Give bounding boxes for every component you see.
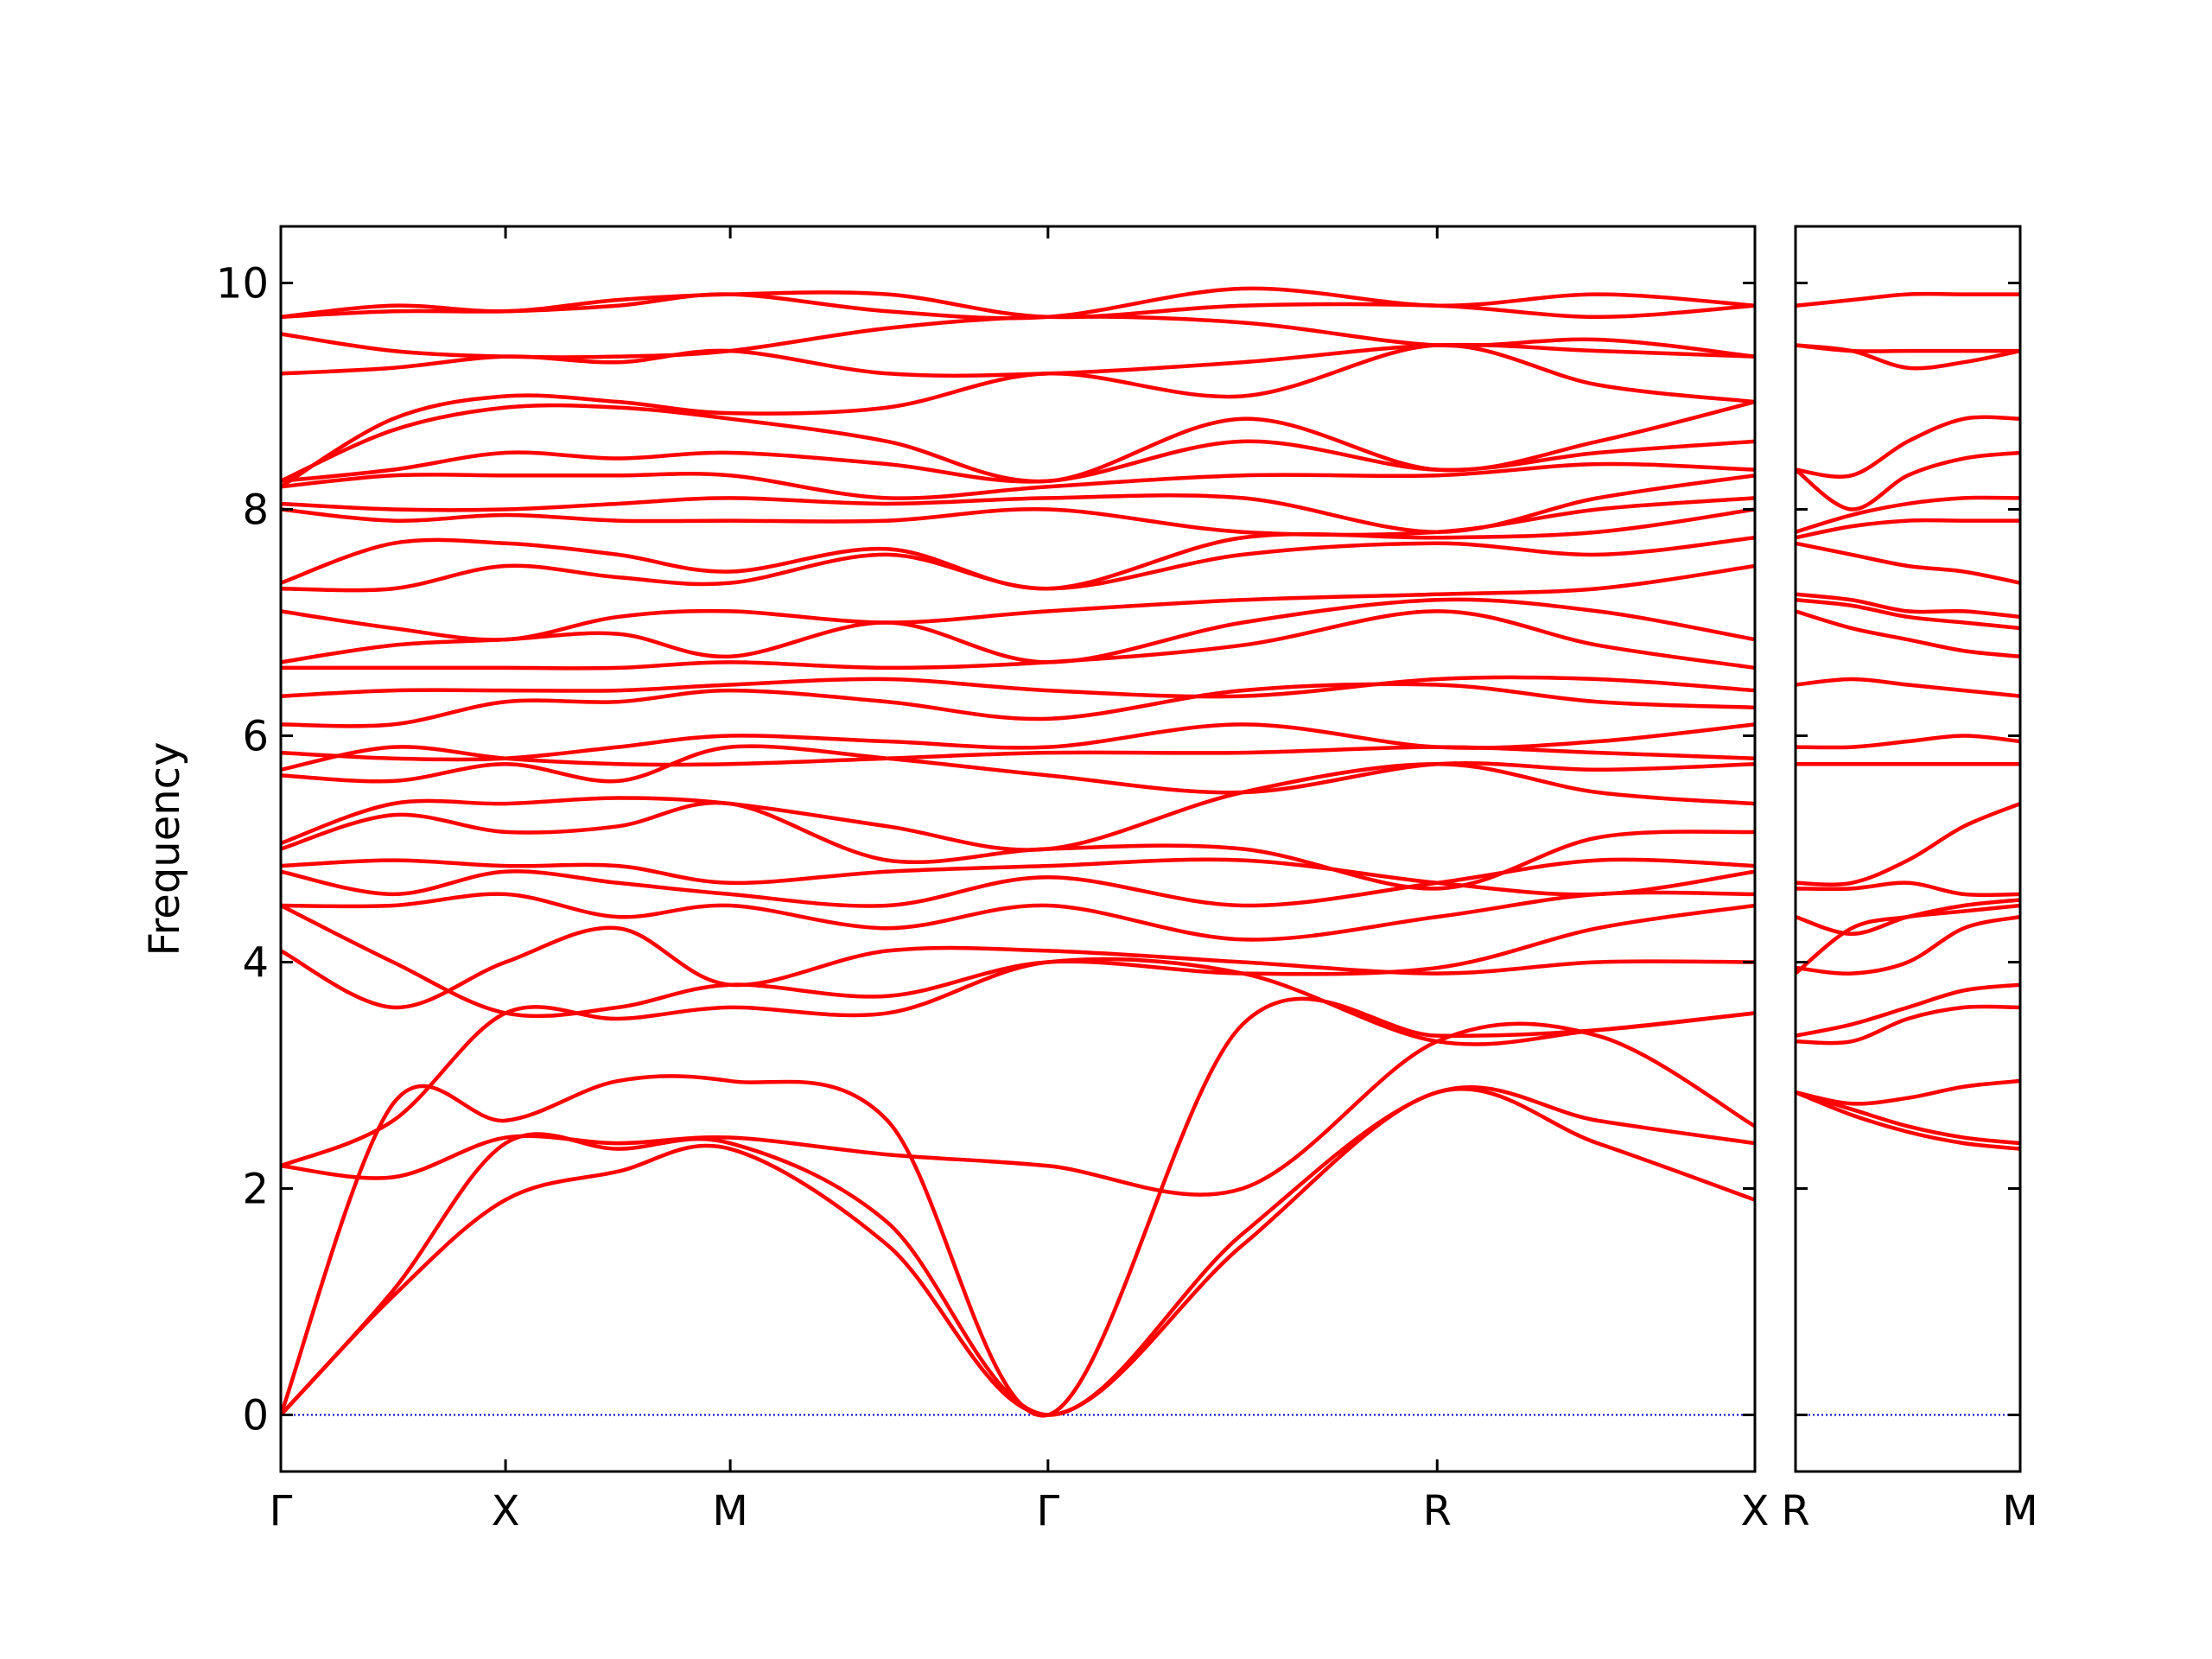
band-line (1796, 1004, 2020, 1046)
band-line (1796, 880, 2020, 898)
band-line (1796, 598, 2020, 631)
x-tick-label: Γ (1036, 1487, 1059, 1535)
band-line (1796, 518, 2020, 540)
band-line (1796, 734, 2020, 750)
band-line (1796, 802, 2020, 887)
band-line (1796, 982, 2020, 1038)
band-line (281, 1021, 1755, 1197)
band-line (281, 682, 1755, 728)
band-line (281, 800, 1755, 891)
band-line (281, 609, 1755, 671)
y-tick-label: 2 (242, 1166, 269, 1214)
band-line (1796, 1078, 2020, 1106)
x-tick-label: M (2002, 1487, 2037, 1535)
x-tick-label: M (712, 1487, 747, 1535)
band-line (1796, 677, 2020, 698)
band-line (281, 957, 1755, 1168)
band-line (1796, 343, 2020, 353)
y-axis-label: Frequency (141, 742, 189, 957)
band-line (281, 315, 1755, 359)
axes-frame (1794, 225, 2022, 1473)
band-line (1796, 495, 2020, 534)
band-line (1796, 291, 2020, 308)
band-line (1796, 592, 2020, 620)
band-line (281, 342, 1755, 378)
band-line (281, 1084, 1755, 1417)
y-tick-label: 8 (242, 486, 269, 535)
band-line (1796, 541, 2020, 585)
band-line (281, 343, 1755, 489)
plot-area (1796, 291, 2020, 1416)
y-tick-label: 0 (242, 1392, 269, 1440)
band-line (1796, 609, 2020, 659)
band-line (281, 461, 1755, 500)
band-line (1796, 450, 2020, 512)
band-line (281, 1086, 1755, 1417)
y-tick-label: 6 (242, 713, 269, 761)
band-line (281, 996, 1755, 1418)
band-line (281, 675, 1755, 699)
x-tick-label: X (492, 1487, 520, 1535)
band-line (281, 890, 1755, 942)
band-line (281, 903, 1755, 1019)
plot-area (281, 286, 1755, 1418)
band-line (281, 473, 1755, 534)
band-line (1796, 898, 2020, 936)
band-line (281, 536, 1755, 593)
axes-frame (279, 225, 1757, 1473)
x-tick-label: R (1423, 1487, 1452, 1535)
band-line (281, 597, 1755, 664)
band-line (281, 507, 1755, 591)
band-line (281, 722, 1755, 762)
x-tick-label: R (1781, 1487, 1809, 1535)
y-tick-label: 10 (216, 260, 269, 308)
panel: 0 2 4 6 8 10 Γ X M Γ R X Frequency (141, 225, 1770, 1535)
y-tick-label: 4 (242, 939, 269, 988)
band-line (281, 925, 1755, 1010)
band-line (281, 857, 1755, 897)
band-line (281, 762, 1755, 852)
x-tick-label: Γ (270, 1487, 293, 1535)
band-line (1796, 1090, 2020, 1151)
band-line (281, 744, 1755, 795)
band-line (281, 290, 1755, 320)
band-line (281, 563, 1755, 642)
x-tick-label: X (1741, 1487, 1770, 1535)
band-line (1796, 914, 2020, 976)
band-line (1796, 415, 2020, 479)
band-line (281, 399, 1755, 484)
band-line (1796, 1090, 2020, 1146)
